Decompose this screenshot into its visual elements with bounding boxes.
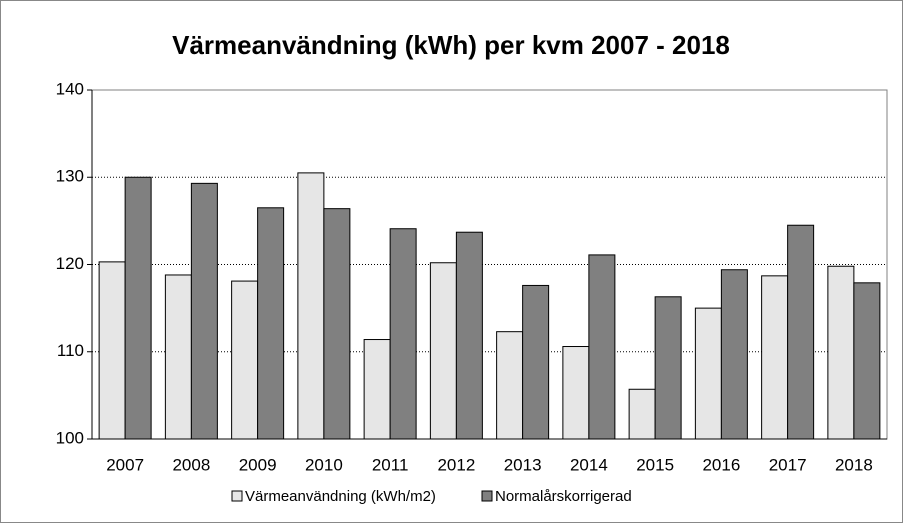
- bar: [720, 269, 748, 440]
- bar: [98, 261, 126, 440]
- bar: [429, 262, 457, 440]
- bar: [588, 254, 616, 440]
- bar: [389, 228, 417, 440]
- x-tick-label: 2015: [636, 455, 674, 474]
- y-tick-label: 130: [56, 167, 84, 186]
- bar: [455, 231, 483, 440]
- x-tick-label: 2013: [504, 455, 542, 474]
- bar: [761, 275, 789, 440]
- x-tick-label: 2007: [106, 455, 144, 474]
- legend-label: Värmeanvändning (kWh/m2): [245, 488, 436, 505]
- bar: [562, 346, 590, 440]
- y-tick-label: 120: [56, 254, 84, 273]
- y-tick-label: 100: [56, 428, 84, 447]
- x-tick-label: 2009: [239, 455, 277, 474]
- bar: [363, 339, 391, 440]
- bar: [694, 307, 722, 440]
- bar: [190, 182, 218, 440]
- x-tick-label: 2014: [570, 455, 608, 474]
- bar: [297, 172, 325, 440]
- chart-title: Värmeanvändning (kWh) per kvm 2007 - 201…: [172, 30, 730, 60]
- legend-swatch: [481, 490, 493, 502]
- x-tick-label: 2017: [769, 455, 807, 474]
- bar: [522, 284, 550, 440]
- bar: [323, 208, 351, 440]
- y-tick-label: 110: [57, 341, 84, 360]
- bar: [124, 176, 152, 440]
- legend-swatch: [231, 490, 243, 502]
- x-tick-label: 2018: [835, 455, 873, 474]
- bar: [257, 207, 285, 440]
- x-tick-label: 2008: [172, 455, 210, 474]
- x-tick-label: 2010: [305, 455, 343, 474]
- x-tick-label: 2012: [437, 455, 475, 474]
- bar: [654, 296, 682, 440]
- y-tick-label: 140: [56, 79, 84, 98]
- legend-label: Normalårskorrigerad: [495, 488, 632, 505]
- bar: [787, 224, 815, 440]
- bar: [496, 331, 524, 440]
- bar: [164, 274, 192, 440]
- bar: [853, 282, 881, 440]
- bar: [628, 388, 656, 440]
- bar: [827, 265, 855, 440]
- x-tick-label: 2011: [372, 455, 409, 474]
- bar: [231, 280, 259, 440]
- x-tick-label: 2016: [702, 455, 740, 474]
